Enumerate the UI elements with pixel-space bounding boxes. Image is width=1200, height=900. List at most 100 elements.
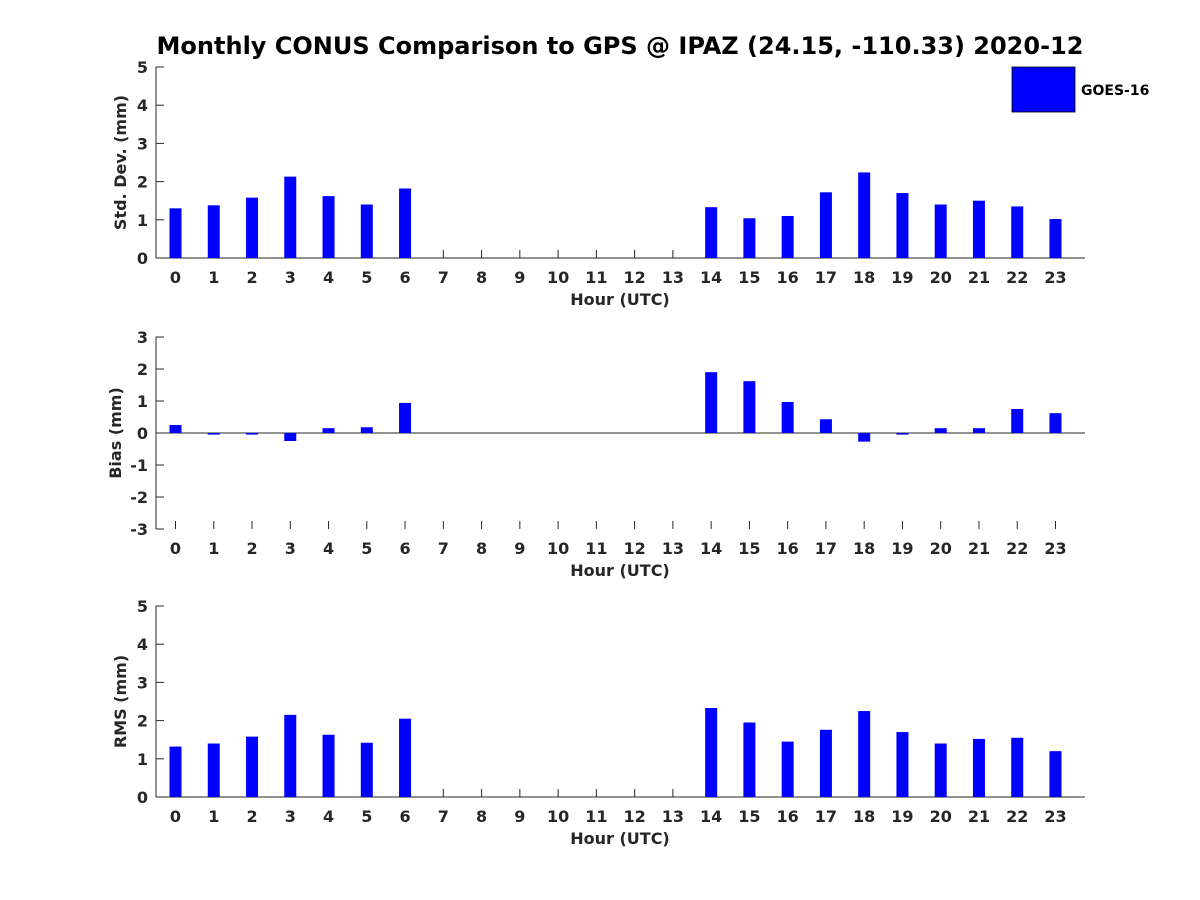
std-dev-bar-hour-6: [399, 188, 412, 258]
std-dev-xtick-label: 4: [323, 268, 334, 287]
bias-bar-hour-6: [399, 402, 412, 433]
std-dev-xtick-label: 19: [891, 268, 913, 287]
std-dev-xtick-label: 1: [208, 268, 219, 287]
bias-xtick-label: 18: [853, 539, 875, 558]
bias-xtick-label: 3: [285, 539, 296, 558]
rms-ytick-label: 0: [137, 788, 148, 807]
rms-ylabel: RMS (mm): [111, 655, 130, 748]
bias-ytick-label: 0: [137, 424, 148, 443]
bias-xtick-label: 11: [585, 539, 607, 558]
rms-bar-hour-17: [819, 729, 832, 797]
legend: GOES-16: [1011, 66, 1149, 113]
rms-xtick-label: 3: [285, 807, 296, 826]
rms-xtick-label: 14: [700, 807, 722, 826]
std-dev-bar-hour-14: [705, 207, 718, 258]
rms-bar-hour-22: [1011, 737, 1024, 797]
bias-bar-hour-3: [284, 433, 297, 441]
std-dev-bar-hour-17: [819, 192, 832, 258]
std-dev-xtick-label: 17: [815, 268, 837, 287]
bias-bar-hour-19: [896, 433, 909, 435]
bias-xtick-label: 21: [968, 539, 990, 558]
rms-bar-hour-14: [705, 707, 718, 797]
rms-xtick-label: 0: [170, 807, 181, 826]
rms-xtick-label: 7: [438, 807, 449, 826]
rms-ytick-label: 3: [137, 673, 148, 692]
std-dev-bar-hour-4: [322, 196, 335, 258]
rms-bar-hour-16: [781, 741, 794, 797]
std-dev-ytick-label: 4: [137, 96, 148, 115]
std-dev-xtick-label: 12: [623, 268, 645, 287]
rms-ytick-label: 5: [137, 597, 148, 616]
std-dev-xtick-label: 6: [399, 268, 410, 287]
rms-xtick-label: 20: [930, 807, 952, 826]
rms-xtick-label: 21: [968, 807, 990, 826]
bias-bar-hour-23: [1049, 413, 1062, 433]
bias-xtick-label: 14: [700, 539, 722, 558]
bias-bar-hour-1: [207, 433, 220, 435]
std-dev-xtick-label: 7: [438, 268, 449, 287]
std-dev-bar-hour-18: [858, 172, 871, 258]
std-dev-xtick-label: 10: [547, 268, 569, 287]
bias-xtick-label: 12: [623, 539, 645, 558]
rms-xtick-label: 9: [514, 807, 525, 826]
std-dev-bar-hour-0: [169, 208, 182, 258]
bias-bar-hour-15: [743, 381, 756, 433]
std-dev-xtick-label: 18: [853, 268, 875, 287]
bias-bar-hour-14: [705, 372, 718, 433]
std-dev-xtick-label: 21: [968, 268, 990, 287]
bias-xtick-label: 2: [246, 539, 257, 558]
rms-ytick-label: 4: [137, 635, 148, 654]
rms-xtick-label: 19: [891, 807, 913, 826]
rms-xtick-label: 22: [1006, 807, 1028, 826]
rms-bar-hour-3: [284, 714, 297, 797]
rms-xtick-label: 5: [361, 807, 372, 826]
std-dev-bar-hour-16: [781, 215, 794, 258]
rms-xtick-label: 23: [1044, 807, 1066, 826]
std-dev-ylabel: Std. Dev. (mm): [111, 95, 130, 230]
std-dev-ytick-label: 3: [137, 134, 148, 153]
bias-xtick-label: 16: [777, 539, 799, 558]
std-dev-ytick-label: 1: [137, 211, 148, 230]
bias-bar-hour-4: [322, 428, 335, 433]
bias-ytick-label: 3: [137, 328, 148, 347]
rms-bar-hour-1: [207, 743, 220, 797]
bias-xtick-label: 17: [815, 539, 837, 558]
rms-ytick-label: 2: [137, 712, 148, 731]
std-dev-bar-hour-3: [284, 176, 297, 258]
bias-ylabel: Bias (mm): [106, 387, 125, 479]
bias-xtick-label: 7: [438, 539, 449, 558]
bias-xtick-label: 15: [738, 539, 760, 558]
bias-xtick-label: 23: [1044, 539, 1066, 558]
rms-ytick-label: 1: [137, 750, 148, 769]
std-dev-bar-hour-23: [1049, 219, 1062, 258]
rms-bar-hour-2: [246, 736, 259, 797]
rms-xtick-label: 15: [738, 807, 760, 826]
rms-bar-hour-6: [399, 718, 412, 797]
std-dev-xtick-label: 13: [662, 268, 684, 287]
rms-bar-hour-5: [360, 742, 373, 797]
std-dev-bar-hour-5: [360, 204, 373, 258]
rms-bar-hour-18: [858, 711, 871, 797]
std-dev-bar-hour-22: [1011, 206, 1024, 258]
rms-xtick-label: 17: [815, 807, 837, 826]
bias-bar-hour-20: [934, 428, 947, 433]
bias-xtick-label: 20: [930, 539, 952, 558]
std-dev-ytick-label: 0: [137, 249, 148, 268]
rms-xtick-label: 8: [476, 807, 487, 826]
rms-xtick-label: 4: [323, 807, 334, 826]
bias-bar-hour-2: [246, 433, 259, 435]
rms-xtick-label: 10: [547, 807, 569, 826]
rms-xtick-label: 6: [399, 807, 410, 826]
legend-label: GOES-16: [1081, 83, 1149, 99]
std-dev-xtick-label: 9: [514, 268, 525, 287]
std-dev-xtick-label: 14: [700, 268, 722, 287]
bias-bar-hour-0: [169, 425, 182, 433]
rms-bar-hour-15: [743, 722, 756, 797]
bias-xtick-label: 9: [514, 539, 525, 558]
std-dev-ytick-label: 2: [137, 173, 148, 192]
bias-ytick-label: -1: [130, 456, 148, 475]
rms-bar-hour-19: [896, 732, 909, 797]
bias-xtick-label: 1: [208, 539, 219, 558]
std-dev-bar-hour-20: [934, 204, 947, 258]
